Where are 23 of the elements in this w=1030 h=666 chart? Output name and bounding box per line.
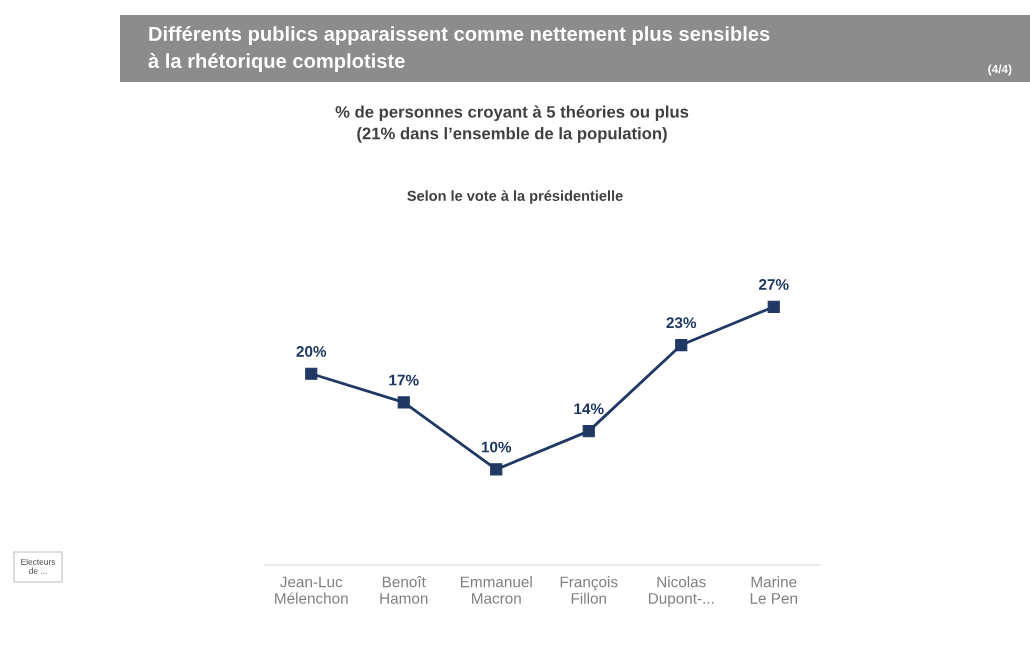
point [397,396,410,409]
x-tick-label: Jean-Luc Mélenchon [275,576,348,604]
text: (4/4) [988,64,1012,76]
x-tick-label: Benoît Hamon [380,576,428,604]
point [305,367,318,380]
text: Selon le vote à la présidentielle [407,190,623,204]
data-label: 20% [296,346,327,357]
data-label: 17% [389,374,419,386]
x-tick-label: François Fillon [560,576,618,604]
data-label: 27% [758,279,789,290]
chart-title: Différents publics apparaissent comme nettement plus sensibles à la rhétorique complotiste [148,25,770,73]
point [675,338,688,352]
data-label: 10% [481,441,512,453]
data-label: 14% [574,403,604,415]
point [490,463,503,476]
point [767,300,780,313]
text: Electeurs de ... [21,558,56,574]
chart-subtitle: % de personnes croyant à 5 théories ou plus (21% dans l’ensemble de la population) [335,105,689,143]
data-label: 23% [666,317,697,329]
x-tick-label: Marine Le Pen [750,576,797,604]
x-tick-label: Emmanuel Macron [460,576,532,604]
point [582,425,595,438]
x-tick-label: Nicolas Dupont-... [648,576,714,607]
